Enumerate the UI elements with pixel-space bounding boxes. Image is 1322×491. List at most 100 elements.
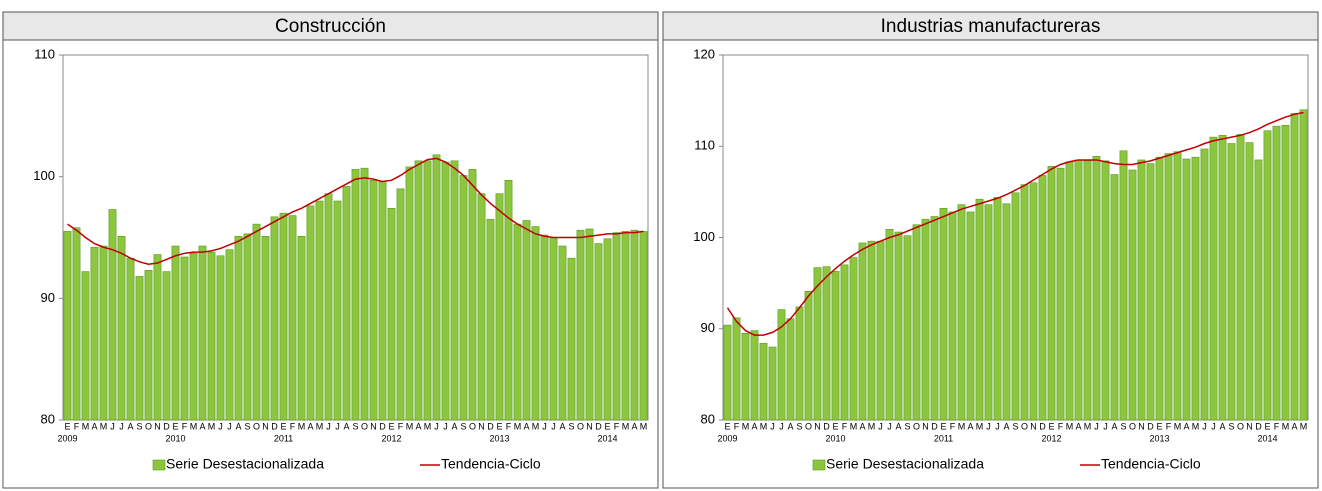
bar bbox=[1056, 167, 1065, 421]
x-tick-label: M bbox=[316, 421, 324, 431]
chart-title: Construcción bbox=[275, 16, 386, 37]
x-tick-label: J bbox=[110, 421, 115, 431]
bar bbox=[939, 208, 948, 421]
bar bbox=[1128, 169, 1137, 421]
bar bbox=[1047, 166, 1056, 421]
x-tick-label: M bbox=[208, 421, 216, 431]
bar bbox=[1290, 113, 1299, 421]
bar bbox=[216, 255, 225, 421]
x-tick-label: A bbox=[967, 421, 973, 431]
bar bbox=[840, 264, 849, 421]
bar bbox=[723, 324, 732, 421]
y-tick-label: 80 bbox=[41, 411, 55, 426]
bar bbox=[594, 243, 603, 421]
x-tick-label: O bbox=[1237, 421, 1244, 431]
x-tick-label: S bbox=[568, 421, 574, 431]
bar bbox=[921, 218, 930, 421]
bar bbox=[1281, 124, 1290, 421]
bar bbox=[198, 245, 207, 421]
x-tick-label: N bbox=[1030, 421, 1037, 431]
y-tick-label: 90 bbox=[41, 290, 55, 305]
x-tick-label: M bbox=[640, 421, 648, 431]
bar bbox=[1011, 192, 1020, 421]
bar bbox=[306, 205, 315, 421]
bar bbox=[270, 216, 279, 421]
x-tick-label: O bbox=[145, 421, 152, 431]
bar bbox=[504, 180, 513, 421]
trend-line bbox=[67, 157, 644, 266]
x-tick-label: M bbox=[514, 421, 522, 431]
x-tick-label: A bbox=[787, 421, 793, 431]
x-tick-label: A bbox=[451, 421, 457, 431]
x-tick-label: F bbox=[842, 421, 848, 431]
x-tick-label: N bbox=[262, 421, 269, 431]
x-tick-label: A bbox=[343, 421, 349, 431]
bar bbox=[63, 231, 72, 421]
bar bbox=[360, 167, 369, 421]
bar bbox=[387, 208, 396, 421]
bar bbox=[1245, 142, 1254, 421]
x-tick-label: A bbox=[559, 421, 565, 431]
x-tick-label: M bbox=[1282, 421, 1290, 431]
x-tick-label: F bbox=[734, 421, 740, 431]
x-tick-label: A bbox=[199, 421, 205, 431]
x-tick-label: O bbox=[361, 421, 368, 431]
bar bbox=[459, 175, 468, 421]
bar bbox=[351, 169, 360, 421]
x-tick-label: N bbox=[478, 421, 485, 431]
bar bbox=[1020, 184, 1029, 421]
bar bbox=[795, 306, 804, 421]
bar bbox=[90, 246, 99, 421]
bar bbox=[876, 240, 885, 421]
x-tick-label: M bbox=[976, 421, 984, 431]
x-tick-label: O bbox=[1021, 421, 1028, 431]
x-tick-label: M bbox=[424, 421, 432, 431]
bar bbox=[822, 266, 831, 421]
bar bbox=[630, 229, 639, 421]
x-tick-label: O bbox=[913, 421, 920, 431]
bar bbox=[432, 154, 441, 421]
bar bbox=[750, 330, 759, 421]
bar bbox=[804, 291, 813, 421]
bar bbox=[225, 249, 234, 421]
bar bbox=[867, 240, 876, 421]
bar bbox=[966, 211, 975, 421]
bar bbox=[957, 204, 966, 421]
bar bbox=[1227, 143, 1236, 421]
bar bbox=[513, 223, 522, 421]
bar bbox=[234, 235, 243, 421]
x-tick-label: J bbox=[770, 421, 775, 431]
bar bbox=[315, 200, 324, 421]
x-tick-label: S bbox=[1228, 421, 1234, 431]
bar bbox=[1119, 150, 1128, 421]
x-tick-label: E bbox=[388, 421, 394, 431]
x-tick-label: F bbox=[614, 421, 620, 431]
bar bbox=[1218, 135, 1227, 421]
bar bbox=[180, 256, 189, 421]
x-tick-label: M bbox=[622, 421, 630, 431]
bar bbox=[189, 253, 198, 421]
bar bbox=[135, 276, 144, 421]
x-tick-label: A bbox=[751, 421, 757, 431]
x-tick-label: E bbox=[1048, 421, 1054, 431]
x-tick-label: D bbox=[1039, 421, 1046, 431]
year-label: 2011 bbox=[274, 433, 293, 443]
bar bbox=[759, 343, 768, 421]
bar bbox=[1101, 160, 1110, 421]
x-tick-label: A bbox=[523, 421, 529, 431]
bar bbox=[1155, 156, 1164, 421]
chart-title: Industrias manufactureras bbox=[881, 16, 1101, 37]
x-tick-label: A bbox=[235, 421, 241, 431]
title-bar bbox=[662, 11, 1319, 41]
bar bbox=[894, 231, 903, 421]
bar bbox=[768, 346, 777, 421]
bar bbox=[279, 212, 288, 421]
x-tick-label: M bbox=[958, 421, 966, 431]
bar bbox=[621, 231, 630, 421]
bar bbox=[486, 218, 495, 421]
x-tick-label: N bbox=[814, 421, 821, 431]
x-tick-label: M bbox=[190, 421, 198, 431]
bar bbox=[1236, 134, 1245, 421]
x-tick-label: S bbox=[244, 421, 250, 431]
bar bbox=[405, 166, 414, 421]
